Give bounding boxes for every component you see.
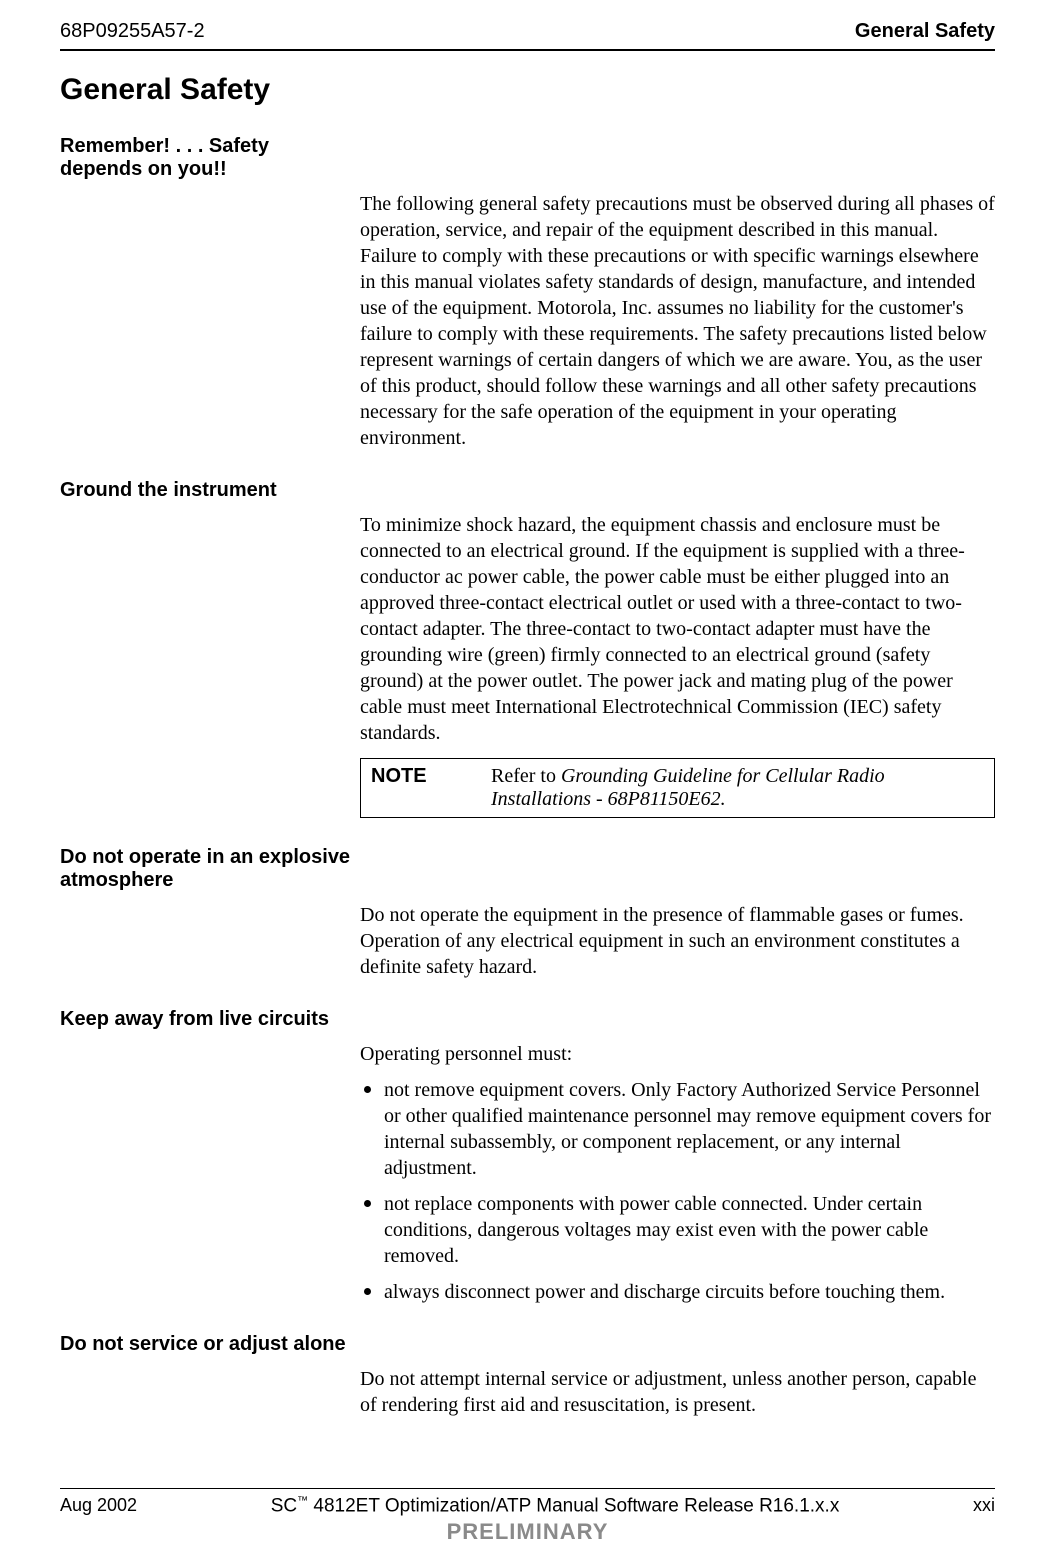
paragraph: To minimize shock hazard, the equipment … (360, 512, 995, 746)
trademark-icon: ™ (297, 1495, 308, 1507)
section-body: Operating personnel must: not remove equ… (360, 1041, 995, 1305)
section-body: The following general safety precautions… (360, 191, 995, 451)
section-heading: Remember! . . . Safety depends on you!! (60, 135, 995, 181)
heading-line: Remember! . . . Safety (60, 135, 269, 157)
paragraph: Do not attempt internal service or adjus… (360, 1366, 995, 1418)
section-explosive: Do not operate in an explosive atmospher… (60, 846, 995, 980)
doc-number: 68P09255A57-2 (60, 20, 205, 43)
page-title: General Safety (60, 73, 995, 107)
footer-prefix: SC (271, 1495, 297, 1516)
footer-page-number: xxi (973, 1495, 995, 1516)
section-heading: Ground the instrument (60, 479, 995, 502)
section-ground: Ground the instrument To minimize shock … (60, 479, 995, 818)
note-prefix: Refer to (491, 765, 561, 787)
section-heading: Keep away from live circuits (60, 1008, 995, 1031)
section-remember: Remember! . . . Safety depends on you!! … (60, 135, 995, 451)
heading-line: atmosphere (60, 869, 173, 891)
page-footer: Aug 2002 SC™ 4812ET Optimization/ATP Man… (60, 1488, 995, 1545)
page: 68P09255A57-2 General Safety General Saf… (0, 0, 1055, 1565)
preliminary-label: PRELIMINARY (60, 1519, 995, 1545)
footer-title: 4812ET Optimization/ATP Manual Software … (313, 1495, 839, 1516)
bullet-list: not remove equipment covers. Only Factor… (360, 1077, 995, 1305)
section-body: Do not operate the equipment in the pres… (360, 902, 995, 980)
note-label: NOTE (371, 765, 491, 811)
section-heading: Do not operate in an explosive atmospher… (60, 846, 995, 892)
note-box: NOTE Refer to Grounding Guideline for Ce… (360, 758, 995, 818)
heading-line: depends on you!! (60, 158, 227, 180)
section-live-circuits: Keep away from live circuits Operating p… (60, 1008, 995, 1305)
list-item: not replace components with power cable … (360, 1191, 995, 1269)
paragraph: Operating personnel must: (360, 1041, 995, 1067)
paragraph: The following general safety precautions… (360, 191, 995, 451)
list-item: always disconnect power and discharge ci… (360, 1279, 995, 1305)
footer-row: Aug 2002 SC™ 4812ET Optimization/ATP Man… (60, 1495, 995, 1517)
section-adjust-alone: Do not service or adjust alone Do not at… (60, 1333, 995, 1418)
heading-line: Do not operate in an explosive (60, 846, 350, 868)
section-body: To minimize shock hazard, the equipment … (360, 512, 995, 746)
list-item: not remove equipment covers. Only Factor… (360, 1077, 995, 1181)
paragraph: Do not operate the equipment in the pres… (360, 902, 995, 980)
footer-center: SC™ 4812ET Optimization/ATP Manual Softw… (137, 1495, 973, 1517)
page-header: 68P09255A57-2 General Safety (60, 20, 995, 51)
note-text: Refer to Grounding Guideline for Cellula… (491, 765, 984, 811)
header-title: General Safety (855, 20, 995, 43)
section-body: Do not attempt internal service or adjus… (360, 1366, 995, 1418)
section-heading: Do not service or adjust alone (60, 1333, 995, 1356)
footer-date: Aug 2002 (60, 1495, 137, 1516)
